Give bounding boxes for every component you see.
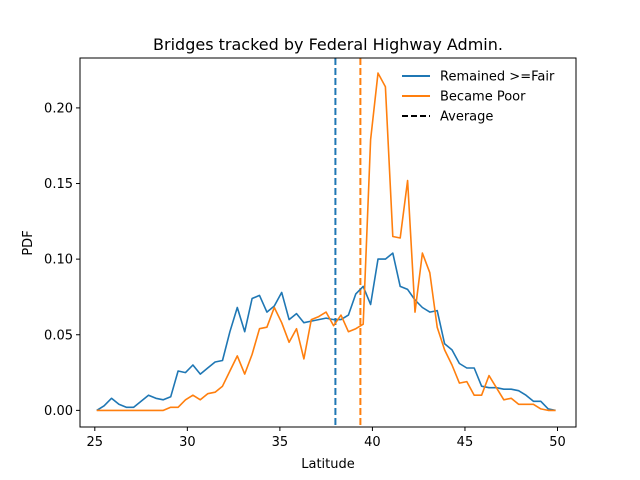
x-tick-label: 45	[457, 435, 474, 450]
legend: Remained >=Fair Became Poor Average	[402, 70, 555, 125]
x-tick-label: 30	[179, 435, 196, 450]
chart-title: Bridges tracked by Federal Highway Admin…	[153, 35, 503, 54]
legend-label: Remained >=Fair	[440, 70, 555, 85]
legend-label: Average	[440, 110, 493, 125]
y-tick-label: 0.05	[44, 328, 73, 343]
x-tick-label: 25	[87, 435, 104, 450]
plot-area	[96, 58, 556, 427]
y-axis: 0.00 0.05 0.10 0.15 0.20	[44, 101, 80, 419]
x-tick-label: 40	[364, 435, 381, 450]
y-tick-label: 0.10	[44, 253, 73, 268]
y-tick-label: 0.20	[44, 101, 73, 116]
x-axis-title: Latitude	[301, 457, 355, 472]
y-tick-label: 0.15	[44, 177, 73, 192]
x-tick-label: 35	[272, 435, 289, 450]
plot-frame	[79, 57, 577, 428]
x-tick-label: 50	[549, 435, 566, 450]
x-axis: 25 30 35 40 45 50	[87, 427, 566, 450]
series-line-1	[96, 72, 556, 412]
y-axis-title: PDF	[21, 230, 36, 255]
legend-label: Became Poor	[440, 90, 526, 105]
y-tick-label: 0.00	[44, 404, 73, 419]
series-line-0	[96, 252, 556, 412]
